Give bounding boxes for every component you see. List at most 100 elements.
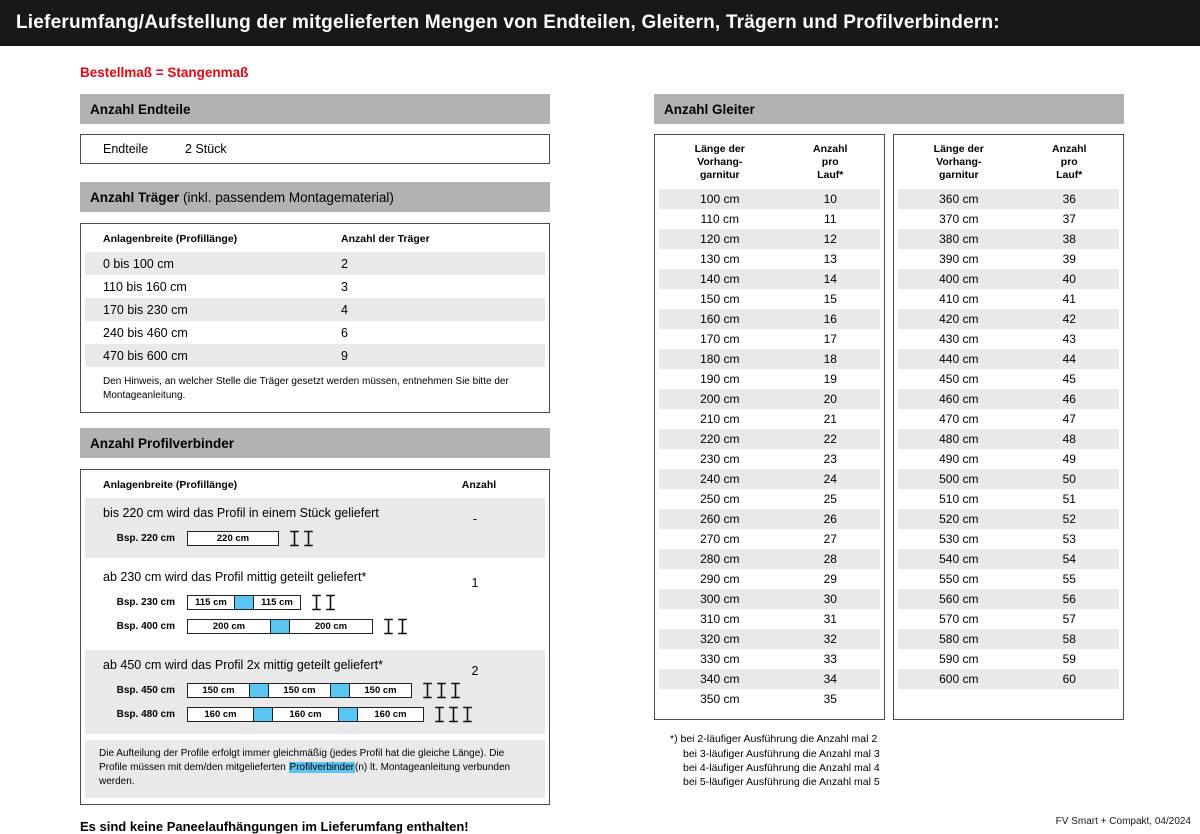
gleiter-row: 530 cm 53 — [898, 529, 1119, 549]
gleiter-length: 370 cm — [939, 212, 979, 227]
gleiter-row: 330 cm 33 — [659, 649, 880, 669]
traeger-header-normal: (inkl. passendem Montagematerial) — [179, 189, 394, 205]
left-column: Anzahl Endteile Endteile 2 Stück Anzahl … — [80, 94, 550, 834]
profile-diagram: Bsp. 220 cm 220 cm — [85, 530, 405, 547]
pv-rule-text: bis 220 cm wird das Profil in einem Stüc… — [103, 506, 379, 520]
gleiter-row: 570 cm 57 — [898, 609, 1119, 629]
gleiter-table-2-head: Länge der Vorhang- garnitur Anzahl pro L… — [898, 135, 1119, 189]
gleiter-length: 260 cm — [700, 512, 740, 527]
traeger-bracket-icons — [383, 618, 408, 635]
gleiter-length: 540 cm — [939, 552, 979, 567]
traeger-count: 4 — [341, 302, 348, 317]
profile-bar: 220 cm — [187, 531, 279, 546]
gleiter-length: 270 cm — [700, 532, 740, 547]
gleiter-section-header: Anzahl Gleiter — [654, 94, 1124, 124]
gleiter-row: 190 cm 19 — [659, 369, 880, 389]
gleiter-count: 23 — [823, 452, 837, 467]
gleiter-count: 20 — [823, 392, 837, 407]
gleiter-count: 56 — [1062, 592, 1076, 607]
pv-section: ab 230 cm wird das Profil mittig geteilt… — [85, 562, 545, 646]
gleiter-count: 51 — [1062, 492, 1076, 507]
traeger-count: 6 — [341, 325, 348, 340]
pv-note-highlight: Profilverbinder — [288, 762, 356, 773]
example-label: Bsp. 450 cm — [116, 685, 175, 696]
gleiter-count: 52 — [1062, 512, 1076, 527]
gleiter-row: 350 cm 35 — [659, 689, 880, 709]
pv-section: ab 450 cm wird das Profil 2x mittig gete… — [85, 650, 545, 734]
gleiter-count: 16 — [823, 312, 837, 327]
traeger-bracket-glyph — [384, 618, 393, 635]
gleiter-length: 420 cm — [939, 312, 979, 327]
gleiter-length: 340 cm — [700, 672, 740, 687]
gleiter-length: 440 cm — [939, 352, 979, 367]
profilverbinder-connector-icon — [330, 683, 350, 698]
gleiter-row: 240 cm 24 — [659, 469, 880, 490]
traeger-bracket-icon — [450, 682, 461, 699]
gleiter-footnote: bei 4-läufiger Ausführung die Anzahl mal… — [683, 761, 880, 774]
gleiter-length: 150 cm — [700, 292, 740, 307]
pv-section-content: bis 220 cm wird das Profil in einem Stüc… — [85, 503, 405, 554]
profile-segment: 150 cm — [349, 683, 412, 698]
profile-segment: 200 cm — [187, 619, 271, 634]
traeger-bracket-icons — [434, 706, 473, 723]
gleiter-count: 29 — [823, 572, 837, 587]
gleiter-row: 490 cm 49 — [898, 449, 1119, 469]
gleiter-length: 230 cm — [700, 452, 740, 467]
pv-note: Die Aufteilung der Profile erfolgt immer… — [85, 740, 545, 798]
gleiter-length: 100 cm — [700, 192, 740, 207]
gleiter-length: 280 cm — [700, 552, 740, 567]
traeger-bracket-glyph — [398, 618, 407, 635]
gleiter-row: 400 cm 40 — [898, 269, 1119, 290]
traeger-bracket-icon — [448, 706, 459, 723]
gleiter-length: 400 cm — [939, 272, 979, 287]
gleiter-length: 470 cm — [939, 412, 979, 427]
gleiter-row: 340 cm 34 — [659, 669, 880, 690]
gleiter-row: 280 cm 28 — [659, 549, 880, 570]
gleiter-length: 120 cm — [700, 232, 740, 247]
gleiter-count: 27 — [823, 532, 837, 547]
pv-col2-header: Anzahl — [461, 479, 497, 491]
traeger-bracket-glyph — [423, 682, 432, 699]
traeger-bracket-icon — [325, 594, 336, 611]
gleiter-length: 130 cm — [700, 252, 740, 267]
traeger-bracket-icon — [462, 706, 473, 723]
profilverbinder-connector-icon — [253, 707, 273, 722]
profile-segment: 150 cm — [268, 683, 331, 698]
gleiter-row: 250 cm 25 — [659, 489, 880, 509]
gleiter-table-2: Länge der Vorhang- garnitur Anzahl pro L… — [893, 134, 1124, 721]
order-measure-note: Bestellmaß = Stangenmaß — [80, 65, 249, 80]
gleiter-count: 53 — [1062, 532, 1076, 547]
gleiter-row: 510 cm 51 — [898, 489, 1119, 509]
gleiter-row: 590 cm 59 — [898, 649, 1119, 669]
gleiter-count: 58 — [1062, 632, 1076, 647]
gleiter-footnote: *) bei 2-läufiger Ausführung die Anzahl … — [670, 733, 878, 746]
gleiter-row: 500 cm 50 — [898, 469, 1119, 490]
traeger-rows: 0 bis 100 cm 2 110 bis 160 cm 3 170 bis 230 … — [81, 252, 549, 367]
gleiter-row: 130 cm 13 — [659, 249, 880, 269]
gleiter-count: 55 — [1062, 572, 1076, 587]
gleiter-length: 220 cm — [700, 432, 740, 447]
profile-bar: 160 cm 160 cm 160 cm — [187, 707, 424, 722]
gleiter-row: 560 cm 56 — [898, 589, 1119, 610]
gleiter-count: 30 — [823, 592, 837, 607]
traeger-row: 0 bis 100 cm 2 — [85, 252, 545, 275]
traeger-range: 470 bis 600 cm — [103, 348, 188, 363]
gleiter-row: 120 cm 12 — [659, 229, 880, 250]
gleiter-row: 180 cm 18 — [659, 349, 880, 370]
profile-diagram: Bsp. 230 cm 115 cm 115 cm — [85, 594, 405, 611]
gleiter-row: 550 cm 55 — [898, 569, 1119, 589]
gleiter-length: 290 cm — [700, 572, 740, 587]
pv-section: bis 220 cm wird das Profil in einem Stüc… — [85, 498, 545, 558]
gleiter-length: 320 cm — [700, 632, 740, 647]
traeger-bracket-icons — [311, 594, 336, 611]
gleiter-row: 600 cm 60 — [898, 669, 1119, 690]
gleiter-count: 28 — [823, 552, 837, 567]
gleiter-row: 370 cm 37 — [898, 209, 1119, 229]
profile-segment: 115 cm — [253, 595, 301, 610]
gleiter-length: 410 cm — [939, 292, 979, 307]
gleiter-count: 37 — [1062, 212, 1076, 227]
pv-section-content: ab 230 cm wird das Profil mittig geteilt… — [85, 567, 408, 642]
gleiter-count: 39 — [1062, 252, 1076, 267]
gleiter-length: 490 cm — [939, 452, 979, 467]
gleiter-count: 57 — [1062, 612, 1076, 627]
